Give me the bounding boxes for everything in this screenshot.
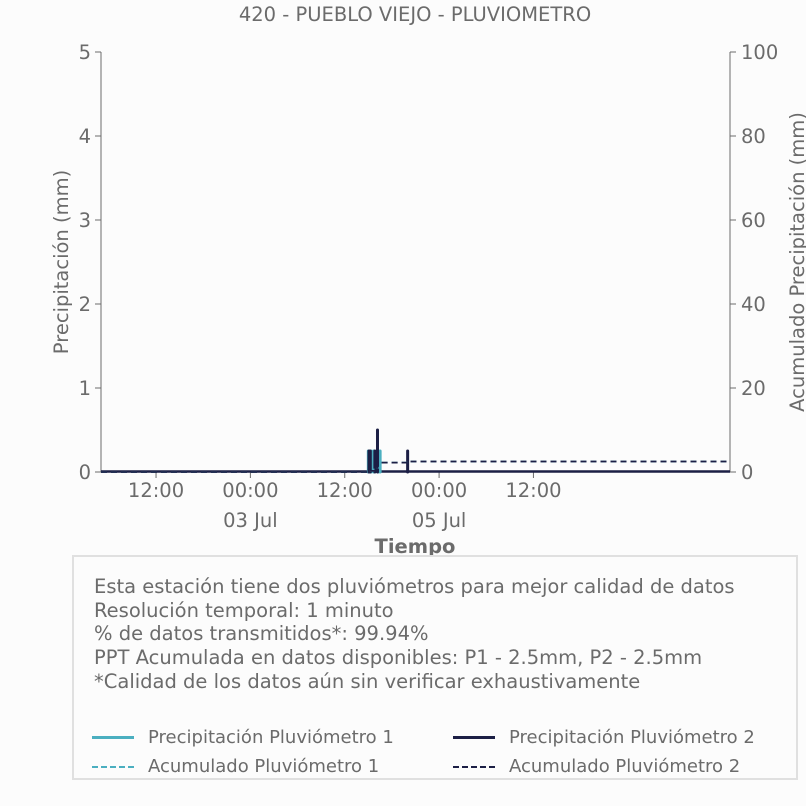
y2-tick-label: 100 [741,41,778,64]
plot-area: 0 1 2 3 4 5 0 20 40 60 80 100 12:00 00:00 03 Jul 12:00 0… [79,41,779,532]
y2-tick-label: 20 [741,377,766,400]
legend-item-precip-p1: Precipitación Pluviómetro 1 [92,727,394,748]
y-tick-label: 4 [79,125,91,148]
y-tick-label: 2 [79,293,91,316]
x-tick-date-label: 05 Jul [412,509,467,532]
x-tick-label: 00:00 [222,479,278,502]
y2-tick-label: 60 [741,209,766,232]
x-tick-label: 00:00 [411,479,467,502]
y2-tick-label: 0 [741,461,753,484]
y-axis-label: Precipitación (mm) [50,170,73,354]
y-tick-label: 3 [79,209,91,232]
legend-item-acum-p2: Acumulado Pluviómetro 2 [453,756,740,777]
legend-item-precip-p2: Precipitación Pluviómetro 2 [453,727,755,748]
x-tick-label: 12:00 [505,479,561,502]
legend-solid-line-icon [92,736,134,739]
note-line: *Calidad de los datos aún sin verificar … [94,669,641,693]
note-line: Esta estación tiene dos pluviómetros par… [94,575,735,598]
legend-dashed-line-icon [453,765,495,768]
legend-label: Acumulado Pluviómetro 1 [148,756,380,777]
chart-title: 420 - PUEBLO VIEJO - PLUVIOMETRO [239,3,591,26]
station-notes: Esta estación tiene dos pluviómetros par… [94,575,735,694]
legend-item-acum-p1: Acumulado Pluviómetro 1 [92,756,379,777]
note-line: Resolución temporal: 1 minuto [94,598,394,622]
y-tick-label: 5 [79,41,91,64]
note-line: PPT Acumulada en datos disponibles: P1 -… [94,646,703,670]
y2-axis-label: Acumulado Precipitación (mm) [786,112,806,412]
legend-label: Precipitación Pluviómetro 1 [148,727,394,748]
x-tick-date-label: 03 Jul [223,509,278,532]
y-tick-label: 1 [79,377,91,400]
legend-solid-line-icon [453,736,495,739]
y2-tick-label: 40 [741,293,766,316]
note-line: % de datos transmitidos*: 99.94% [94,622,429,646]
y2-tick-label: 80 [741,125,766,148]
legend-label: Precipitación Pluviómetro 2 [509,727,755,748]
x-tick-label: 12:00 [128,479,184,502]
x-tick-label: 12:00 [317,479,373,502]
legend-label: Acumulado Pluviómetro 2 [509,756,741,777]
precipitation-chart: 420 - PUEBLO VIEJO - PLUVIOMETRO 0123450… [50,3,806,558]
info-box: Esta estación tiene dos pluviómetros par… [72,555,798,780]
legend-dashed-line-icon [92,765,134,768]
x-axis-label: Tiempo [375,535,456,558]
chart-legend: Precipitación Pluviómetro 1 Precipitació… [74,727,796,783]
cumulative-line [101,460,730,473]
y-tick-label: 0 [79,461,91,484]
